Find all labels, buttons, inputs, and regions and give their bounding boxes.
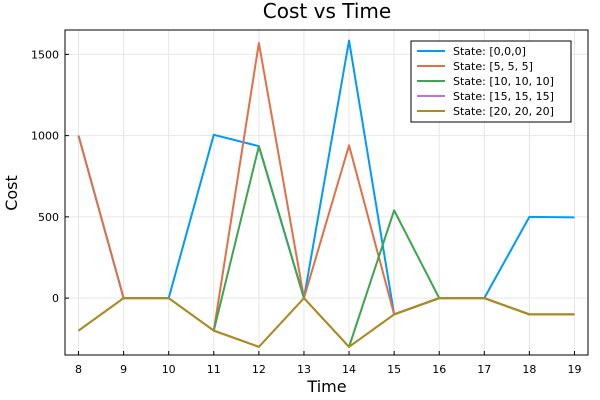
series-line-4	[77, 297, 575, 348]
y-tick-label: 500	[38, 211, 59, 224]
plot-frame	[64, 29, 589, 356]
y-tick-label: 0	[52, 292, 59, 305]
x-tick-label: 17	[477, 363, 491, 376]
chart-title: Cost vs Time	[263, 0, 391, 23]
series-layer	[77, 39, 575, 348]
series-line-2	[77, 145, 575, 348]
x-tick-label: 13	[297, 363, 311, 376]
x-tick-label: 12	[252, 363, 266, 376]
x-tick-label: 9	[120, 363, 127, 376]
x-axis: 8 9 10 11 12 13 14 15 16 17 18 19	[75, 351, 581, 376]
legend-label: State: [0,0,0]	[453, 45, 526, 58]
x-tick-label: 8	[75, 363, 82, 376]
x-tick-label: 18	[522, 363, 536, 376]
legend-label: State: [10, 10, 10]	[453, 75, 554, 88]
y-axis-label: Cost	[2, 175, 21, 211]
y-tick-label: 1000	[31, 130, 59, 143]
x-tick-label: 11	[207, 363, 221, 376]
x-axis-label: Time	[306, 377, 346, 396]
legend-label: State: [20, 20, 20]	[453, 105, 554, 118]
x-tick-label: 16	[432, 363, 446, 376]
legend: State: [0,0,0] State: [5, 5, 5] State: [10…	[410, 40, 572, 123]
x-tick-label: 19	[567, 363, 581, 376]
legend-label: State: [5, 5, 5]	[453, 60, 533, 73]
legend-label: State: [15, 15, 15]	[453, 90, 554, 103]
x-tick-label: 10	[162, 363, 176, 376]
y-tick-label: 1500	[31, 48, 59, 61]
x-tick-label: 15	[387, 363, 401, 376]
y-axis: 0 500 1000 1500	[31, 48, 69, 305]
x-tick-label: 14	[342, 363, 356, 376]
